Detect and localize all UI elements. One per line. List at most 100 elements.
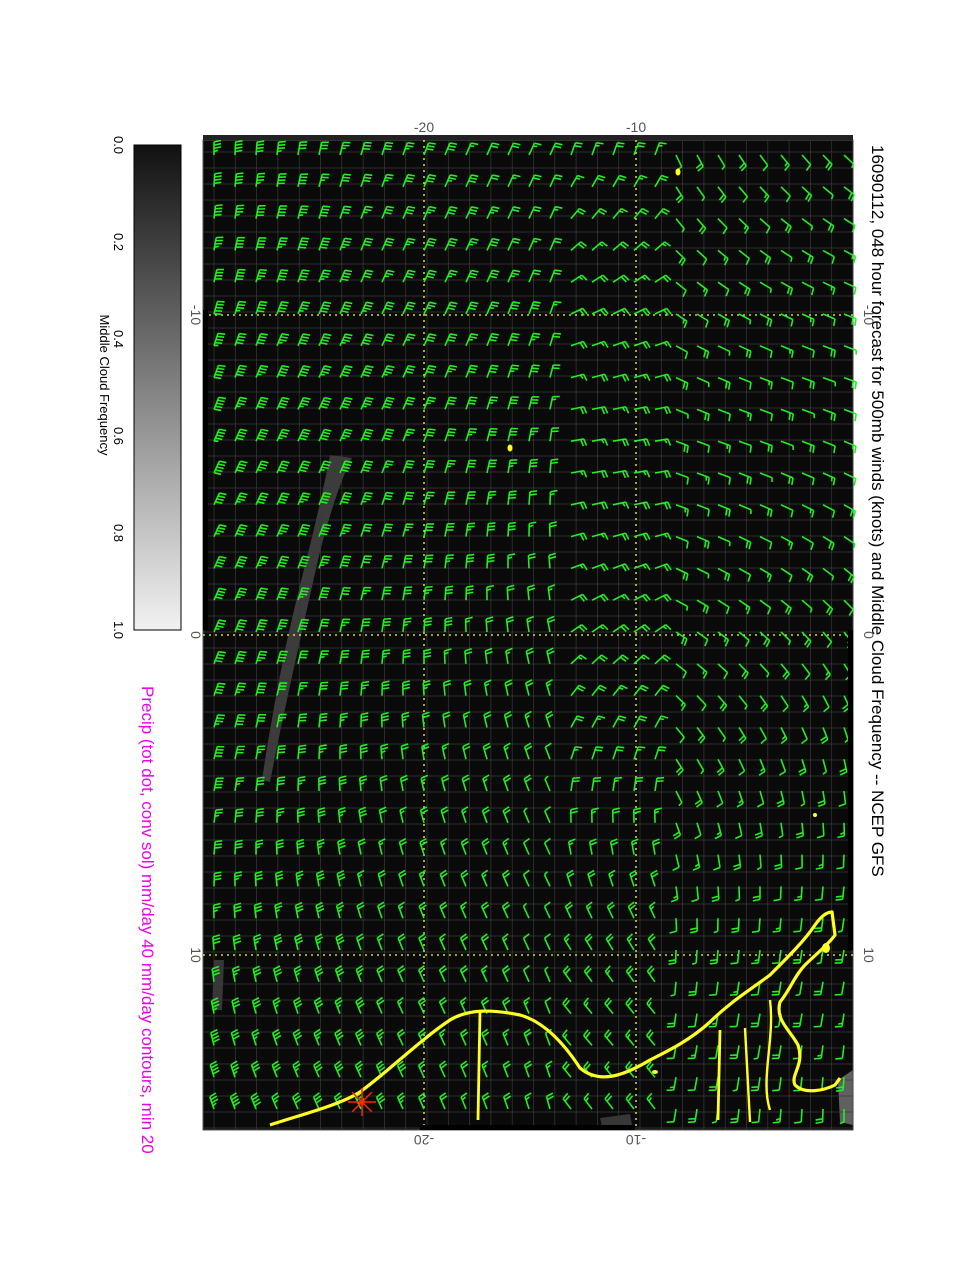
wind-barb	[569, 807, 578, 823]
wind-barb	[612, 469, 630, 479]
wind-barb	[502, 774, 512, 792]
wind-barb	[675, 345, 689, 360]
wind-barb	[528, 205, 542, 219]
wind-barb	[670, 886, 679, 903]
wind-barb	[339, 301, 353, 315]
wind-barb	[633, 438, 651, 447]
wind-barb	[423, 617, 432, 633]
wind-barb	[482, 774, 490, 792]
wind-barb	[801, 345, 815, 358]
wind-barb	[480, 965, 488, 983]
wind-barb	[738, 472, 752, 485]
wind-barb	[444, 333, 458, 347]
wind-barb	[213, 839, 223, 855]
wind-barb	[717, 218, 728, 235]
wind-barb	[834, 1013, 845, 1028]
wind-barb	[381, 301, 395, 315]
wind-barb	[312, 1092, 323, 1110]
wind-barb	[486, 364, 499, 378]
wind-barb	[717, 504, 731, 517]
wind-barb	[213, 650, 226, 665]
wind-barb	[480, 933, 490, 951]
wind-barb	[604, 1092, 614, 1110]
wind-barb	[482, 742, 492, 760]
wind-barb	[444, 301, 458, 315]
wind-barb	[795, 822, 805, 839]
wind-barb	[675, 281, 687, 298]
wind-barb	[234, 268, 246, 283]
wind-barb	[297, 301, 311, 315]
wind-barb	[502, 837, 510, 855]
wind-barb	[339, 333, 353, 347]
wind-barb	[381, 428, 395, 442]
wind-barb	[654, 340, 672, 348]
wind-barb	[549, 427, 560, 442]
wind-barb	[444, 428, 457, 442]
wind-barb	[422, 679, 431, 696]
wind-barb	[570, 340, 588, 350]
wind-barb	[339, 523, 352, 537]
wind-barb	[460, 1092, 468, 1110]
wind-barb	[696, 599, 710, 614]
wind-barb	[696, 695, 707, 712]
wind-barb	[822, 249, 836, 264]
wind-barb	[814, 886, 824, 902]
wind-barb	[759, 472, 773, 483]
wind-barb	[801, 154, 812, 171]
wind-barb	[549, 174, 563, 188]
wind-barb	[780, 217, 792, 234]
wind-barb	[481, 837, 490, 855]
wind-barb	[759, 631, 771, 648]
wind-barb	[843, 313, 857, 327]
wind-barb	[675, 408, 689, 419]
wind-barb	[694, 822, 702, 840]
wind-barb	[360, 680, 370, 696]
wind-barb	[689, 918, 698, 934]
wind-barb	[738, 249, 751, 266]
wind-barb	[313, 1060, 323, 1078]
wind-barb	[528, 490, 538, 505]
wind-barb	[480, 901, 490, 919]
wind-barb	[381, 586, 392, 601]
wind-barb	[633, 532, 651, 541]
wind-barb	[483, 710, 492, 728]
wind-barb	[524, 710, 532, 728]
wind-barb	[318, 681, 329, 696]
wind-barb	[274, 870, 284, 887]
wind-barb	[591, 776, 602, 792]
wind-barb	[546, 615, 556, 633]
wind-barb	[738, 186, 749, 203]
wind-barb	[417, 1060, 425, 1078]
wind-barb	[549, 142, 563, 156]
wind-barb	[297, 587, 310, 601]
wind-barb	[772, 918, 782, 933]
wind-barb	[839, 759, 848, 776]
wind-barb	[381, 269, 395, 283]
wind-barb	[604, 1029, 614, 1046]
wind-barb	[528, 395, 540, 410]
wind-barb	[423, 523, 435, 537]
wind-barb	[459, 996, 467, 1014]
wind-barb	[213, 587, 227, 601]
wind-barb	[570, 532, 588, 541]
wind-barb	[334, 1028, 344, 1046]
wind-barb	[402, 205, 416, 219]
wind-barb	[234, 587, 248, 601]
wind-barb	[654, 593, 672, 602]
right-axis-tick: 10	[861, 947, 877, 963]
wind-barb	[213, 492, 227, 506]
wind-barb	[481, 1060, 489, 1078]
wind-barb	[297, 396, 311, 410]
wind-barb	[444, 364, 458, 378]
wind-barb	[397, 965, 406, 983]
wind-barb	[507, 142, 521, 156]
top-axis-tick: -10	[626, 119, 646, 135]
wind-barb	[584, 933, 593, 951]
wind-barb	[562, 1061, 572, 1078]
wind-barb	[696, 186, 706, 202]
wind-barb	[654, 274, 672, 283]
wind-barb	[646, 997, 656, 1015]
wind-barb	[254, 870, 263, 887]
figure-title: 16090112, 048 hour forecast for 500mb wi…	[868, 145, 887, 877]
wind-barb	[507, 237, 521, 251]
